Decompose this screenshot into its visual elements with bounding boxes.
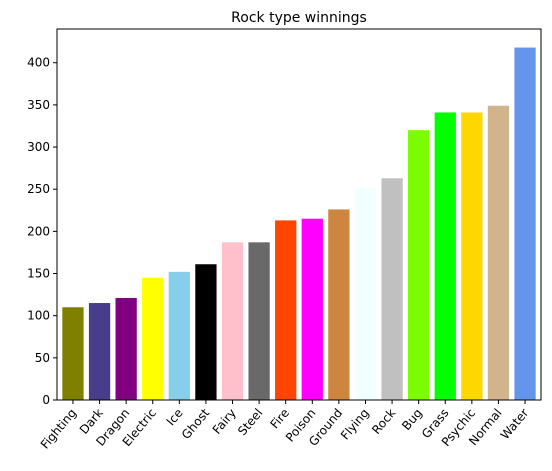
bar-fire xyxy=(275,220,297,400)
bar-dark xyxy=(88,303,111,400)
bar-steel xyxy=(248,242,270,400)
x-tick-label: Rock xyxy=(369,406,398,437)
y-axis: 0 50 100 150 200 250 300 350 400 xyxy=(27,56,57,407)
bar-ground xyxy=(328,209,350,400)
plot-area xyxy=(62,47,536,401)
x-tick-label: Ice xyxy=(164,406,186,428)
bar-ice xyxy=(168,271,190,400)
plot-frame xyxy=(56,28,542,401)
bar-bug xyxy=(408,130,430,400)
bar-ghost xyxy=(195,264,217,400)
y-tick-label: 200 xyxy=(27,224,50,238)
x-tick-label: Ghost xyxy=(179,406,213,442)
y-tick-label: 100 xyxy=(27,309,50,323)
x-tick-label: Fire xyxy=(268,406,292,431)
bar-electric xyxy=(142,277,164,400)
chart-title: Rock type winnings xyxy=(231,10,367,26)
bar-water xyxy=(514,47,536,401)
y-tick-label: 0 xyxy=(42,393,50,407)
bar-rock xyxy=(381,178,403,400)
bar-fairy xyxy=(221,242,244,400)
y-tick-label: 150 xyxy=(27,267,50,281)
bar-poison xyxy=(301,218,323,400)
bar-normal xyxy=(487,105,510,400)
bar-grass xyxy=(434,112,456,400)
bar-psychic xyxy=(461,112,483,400)
x-tick-label: Fairy xyxy=(210,406,239,437)
y-tick-label: 50 xyxy=(35,351,50,365)
x-tick-label: Flying xyxy=(338,406,372,443)
bar-fighting xyxy=(62,307,84,400)
x-tick-label: Fighting xyxy=(38,406,79,452)
y-tick-label: 300 xyxy=(27,140,50,154)
x-tick-label: Steel xyxy=(235,406,265,438)
y-tick-label: 250 xyxy=(27,182,50,196)
y-tick-label: 350 xyxy=(27,98,50,112)
y-tick-label: 400 xyxy=(27,56,50,70)
bar-flying xyxy=(354,188,377,400)
x-tick-label: Water xyxy=(498,406,532,442)
bar-dragon xyxy=(115,297,137,400)
